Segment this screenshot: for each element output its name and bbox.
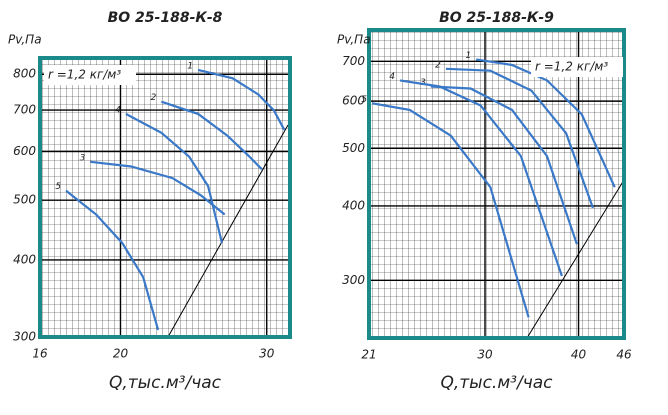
- x-tick-label: 20: [113, 347, 129, 361]
- x-tick-label: 30: [477, 348, 493, 362]
- y-tick-label: 600: [13, 144, 36, 158]
- plot-frame: [38, 56, 292, 339]
- curve-label: 4: [389, 72, 395, 82]
- y-axis-label: Pv,Па: [337, 33, 371, 47]
- chart-title: ВО 25-188-К-9: [439, 10, 554, 26]
- y-tick-label: 500: [342, 141, 365, 155]
- curve-label: 5: [361, 95, 367, 105]
- x-tick-label: 16: [32, 347, 48, 361]
- x-tick-label: 40: [571, 348, 587, 362]
- curve: [476, 58, 616, 188]
- y-tick-label: 500: [13, 193, 36, 207]
- curve-label: 3: [80, 153, 86, 163]
- y-tick-label: 300: [13, 330, 36, 344]
- annotation: r =1,2 кг/м³: [535, 60, 608, 74]
- y-tick-label: 700: [13, 103, 36, 117]
- y-tick-label: 300: [342, 273, 365, 287]
- minor-grid: [40, 58, 290, 337]
- annotation-bg: [531, 57, 623, 77]
- curve: [197, 68, 286, 131]
- curve: [125, 112, 224, 244]
- y-tick-label: 600: [342, 94, 365, 108]
- curve-label: 1: [465, 51, 471, 61]
- curve: [65, 189, 160, 331]
- curve-label: 2: [435, 60, 441, 70]
- curve-label: 1: [187, 61, 193, 71]
- curve: [90, 160, 226, 216]
- x-tick-label: 46: [616, 348, 632, 362]
- x-axis-label: Q,тыс.м³/час: [109, 373, 222, 393]
- curve-label: 4: [115, 105, 121, 115]
- y-axis-label: Pv,Па: [8, 33, 42, 47]
- curve: [161, 100, 263, 171]
- chart-title: ВО 25-188-К-8: [108, 10, 223, 26]
- annotation-bg: [44, 65, 136, 85]
- y-tick-label: 400: [342, 198, 365, 212]
- curve: [445, 67, 594, 209]
- curve: [430, 85, 578, 245]
- curve-label: 5: [55, 182, 61, 192]
- curve: [399, 79, 563, 277]
- network-line: [167, 124, 289, 338]
- x-tick-label: 21: [361, 348, 376, 362]
- y-tick-label: 800: [13, 67, 36, 81]
- y-tick-label: 400: [13, 252, 36, 266]
- curve-label: 2: [151, 93, 157, 103]
- x-tick-label: 30: [259, 347, 275, 361]
- annotation: r =1,2 кг/м³: [48, 68, 121, 82]
- curve: [371, 102, 530, 318]
- x-axis-label: Q,тыс.м³/час: [440, 373, 553, 393]
- y-tick-label: 700: [342, 54, 365, 68]
- plot-frame: [367, 28, 626, 340]
